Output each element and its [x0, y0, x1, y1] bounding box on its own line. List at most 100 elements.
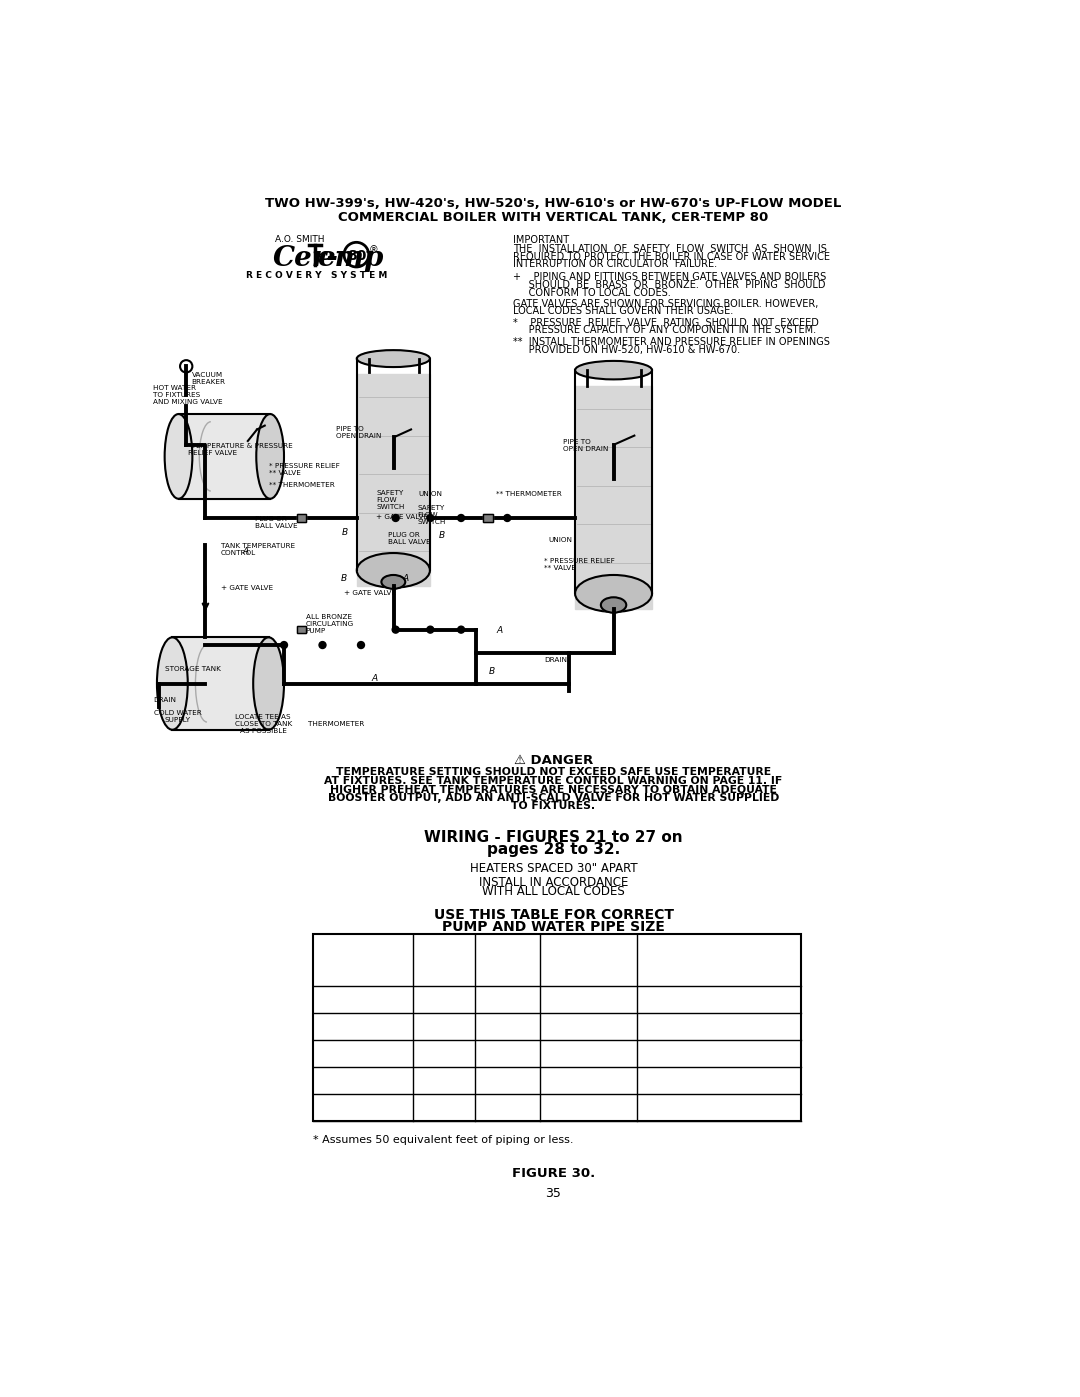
Text: HW-610/670: HW-610/670 [327, 1104, 400, 1116]
Text: 1-1/2": 1-1/2" [490, 1076, 526, 1090]
Text: IMPORTANT: IMPORTANT [513, 236, 569, 246]
Text: HW-399: HW-399 [340, 1023, 387, 1035]
Text: +    PIPING AND FITTINGS BETWEEN GATE VALVES AND BOILERS: + PIPING AND FITTINGS BETWEEN GATE VALVE… [513, 272, 826, 282]
Text: INSTALL IN ACCORDANCE: INSTALL IN ACCORDANCE [478, 876, 629, 888]
Text: B & G
Pump
Size: B & G Pump Size [569, 943, 607, 986]
Text: B: B [489, 666, 495, 676]
Text: 2-1/2": 2-1/2" [427, 1104, 463, 1116]
Ellipse shape [575, 576, 652, 612]
Circle shape [392, 626, 400, 633]
Text: 2": 2" [438, 1023, 451, 1035]
Text: A: A [441, 992, 449, 1006]
Text: LOCAL CODES SHALL GOVERN THEIR USAGE.: LOCAL CODES SHALL GOVERN THEIR USAGE. [513, 306, 733, 316]
Text: TANK TEMPERATURE
CONTROL: TANK TEMPERATURE CONTROL [220, 543, 295, 556]
Text: HW-520: HW-520 [340, 1076, 387, 1090]
Circle shape [392, 514, 400, 521]
Text: S-45 2-1/2": S-45 2-1/2" [686, 1104, 753, 1116]
Text: COLD WATER
SUPPLY: COLD WATER SUPPLY [153, 711, 202, 724]
Ellipse shape [356, 553, 430, 588]
Text: HW-300: HW-300 [340, 996, 387, 1009]
Text: PLUG OR
BALL VALVE: PLUG OR BALL VALVE [388, 532, 431, 545]
Text: VACUUM
BREAKER: VACUUM BREAKER [191, 372, 226, 384]
Text: PIPE TO
OPEN DRAIN: PIPE TO OPEN DRAIN [563, 440, 608, 453]
Bar [297, 514, 307, 522]
Text: A.O. SMITH: A.O. SMITH [274, 236, 324, 244]
Text: ®: ® [368, 244, 378, 254]
Text: * Assumes 50 equivalent feet of piping or less.: * Assumes 50 equivalent feet of piping o… [313, 1134, 573, 1144]
Text: TWO HW-399's, HW-420's, HW-520's, HW-610's or HW-670's UP-FLOW MODEL: TWO HW-399's, HW-420's, HW-520's, HW-610… [266, 197, 841, 210]
Text: + GATE VALVE: + GATE VALVE [345, 590, 396, 595]
Bar [575, 386, 652, 609]
Text: BOOSTER OUTPUT, ADD AN ANTI-SCALD VALVE FOR HOT WATER SUPPLIED: BOOSTER OUTPUT, ADD AN ANTI-SCALD VALVE … [328, 793, 779, 803]
Text: 35: 35 [545, 1187, 562, 1200]
Ellipse shape [356, 351, 430, 367]
Text: USE THIS TABLE FOR CORRECT: USE THIS TABLE FOR CORRECT [433, 908, 674, 922]
Text: HEATERS SPACED 30" APART: HEATERS SPACED 30" APART [470, 862, 637, 875]
Text: B: B [438, 531, 445, 541]
Text: 1-1/2": 1-1/2" [490, 1104, 526, 1116]
Text: 2": 2" [438, 1076, 451, 1090]
Text: 2": 2" [582, 1023, 595, 1035]
Text: SHOULD  BE  BRASS  OR  BRONZE.  OTHER  PIPING  SHOULD: SHOULD BE BRASS OR BRONZE. OTHER PIPING … [513, 279, 826, 291]
Text: LOCATE TEE AS
CLOSE TO TANK
AS POSSIBLE: LOCATE TEE AS CLOSE TO TANK AS POSSIBLE [234, 714, 292, 735]
Bar [297, 626, 307, 633]
Text: ** THERMOMETER: ** THERMOMETER [496, 490, 562, 497]
Text: ⚠ DANGER: ⚠ DANGER [514, 754, 593, 767]
Text: SAFETY
FLOW
SWITCH: SAFETY FLOW SWITCH [417, 504, 446, 525]
Text: CONFORM TO LOCAL CODES.: CONFORM TO LOCAL CODES. [513, 288, 671, 298]
Text: TO FIXTURES.: TO FIXTURES. [512, 802, 595, 812]
Circle shape [319, 641, 326, 648]
Text: A: A [497, 626, 502, 634]
Text: PLUG OR
BALL VALVE: PLUG OR BALL VALVE [255, 517, 297, 529]
Text: 80: 80 [347, 249, 366, 263]
Text: THERMOMETER: THERMOMETER [308, 721, 364, 726]
Text: PUMP AND WATER PIPE SIZE: PUMP AND WATER PIPE SIZE [442, 921, 665, 935]
Bar [297, 626, 307, 633]
Ellipse shape [256, 414, 284, 499]
Text: 2": 2" [438, 1049, 451, 1062]
Text: ** THERMOMETER: ** THERMOMETER [269, 482, 335, 488]
Text: 2": 2" [582, 1076, 595, 1090]
Text: S-35: S-35 [706, 996, 732, 1009]
Text: TEMPERATURE SETTING SHOULD NOT EXCEED SAFE USE TEMPERATURE: TEMPERATURE SETTING SHOULD NOT EXCEED SA… [336, 767, 771, 778]
Bar [484, 514, 492, 522]
Text: DRAIN: DRAIN [153, 697, 176, 704]
Text: 2-1/2": 2-1/2" [570, 1104, 606, 1116]
Text: THE  INSTALLATION  OF  SAFETY  FLOW  SWITCH  AS  SHOWN  IS: THE INSTALLATION OF SAFETY FLOW SWITCH A… [513, 244, 827, 254]
Text: * PRESSURE RELIEF
** VALVE: * PRESSURE RELIEF ** VALVE [269, 462, 339, 475]
Bar [297, 514, 307, 522]
Bar [357, 374, 430, 585]
Text: A: A [242, 548, 248, 556]
Text: *TEMPERATURE & PRESSURE
RELIEF VALVE: *TEMPERATURE & PRESSURE RELIEF VALVE [188, 443, 293, 457]
Text: S-35: S-35 [706, 1023, 732, 1035]
Text: 1-1/2": 1-1/2" [490, 996, 526, 1009]
Text: HIGHER PREHEAT TEMPERATURES ARE NECESSARY TO OBTAIN ADEQUATE: HIGHER PREHEAT TEMPERATURES ARE NECESSAR… [330, 784, 777, 795]
Text: B: B [341, 574, 347, 583]
Circle shape [357, 641, 364, 648]
Text: DRAIN: DRAIN [544, 657, 567, 662]
Text: 2": 2" [582, 996, 595, 1009]
Text: REQUIRED TO PROTECT THE BOILER IN CASE OF WATER SERVICE: REQUIRED TO PROTECT THE BOILER IN CASE O… [513, 251, 831, 261]
Text: B: B [341, 528, 348, 536]
Text: WIRING - FIGURES 21 to 27 on: WIRING - FIGURES 21 to 27 on [424, 830, 683, 845]
Text: INTERRUPTION OR CIRCULATOR  FAILURE.: INTERRUPTION OR CIRCULATOR FAILURE. [513, 260, 717, 270]
Text: HW-420: HW-420 [340, 1049, 387, 1062]
Text: FIGURE 30.: FIGURE 30. [512, 1166, 595, 1180]
Text: A: A [403, 574, 408, 583]
Text: PROVIDED ON HW-520, HW-610 & HW-670.: PROVIDED ON HW-520, HW-610 & HW-670. [513, 345, 741, 355]
Text: S-35: S-35 [706, 1049, 732, 1062]
Text: UNION: UNION [419, 490, 443, 497]
Text: 1-1/2": 1-1/2" [490, 1049, 526, 1062]
Circle shape [281, 641, 287, 648]
Text: **  INSTALL THERMOMETER AND PRESSURE RELIEF IN OPENINGS: ** INSTALL THERMOMETER AND PRESSURE RELI… [513, 337, 831, 346]
Bar [178, 414, 270, 499]
Circle shape [427, 514, 434, 521]
Text: HOT WATER
TO FIXTURES
AND MIXING VALVE: HOT WATER TO FIXTURES AND MIXING VALVE [153, 384, 222, 405]
Text: + GATE VALVE: + GATE VALVE [220, 585, 273, 591]
Ellipse shape [157, 637, 188, 729]
Text: 2": 2" [582, 1049, 595, 1062]
Ellipse shape [381, 576, 405, 588]
Text: 2": 2" [438, 996, 451, 1009]
Text: pages 28 to 32.: pages 28 to 32. [487, 842, 620, 858]
Text: + GATE VALVE: + GATE VALVE [377, 514, 429, 520]
